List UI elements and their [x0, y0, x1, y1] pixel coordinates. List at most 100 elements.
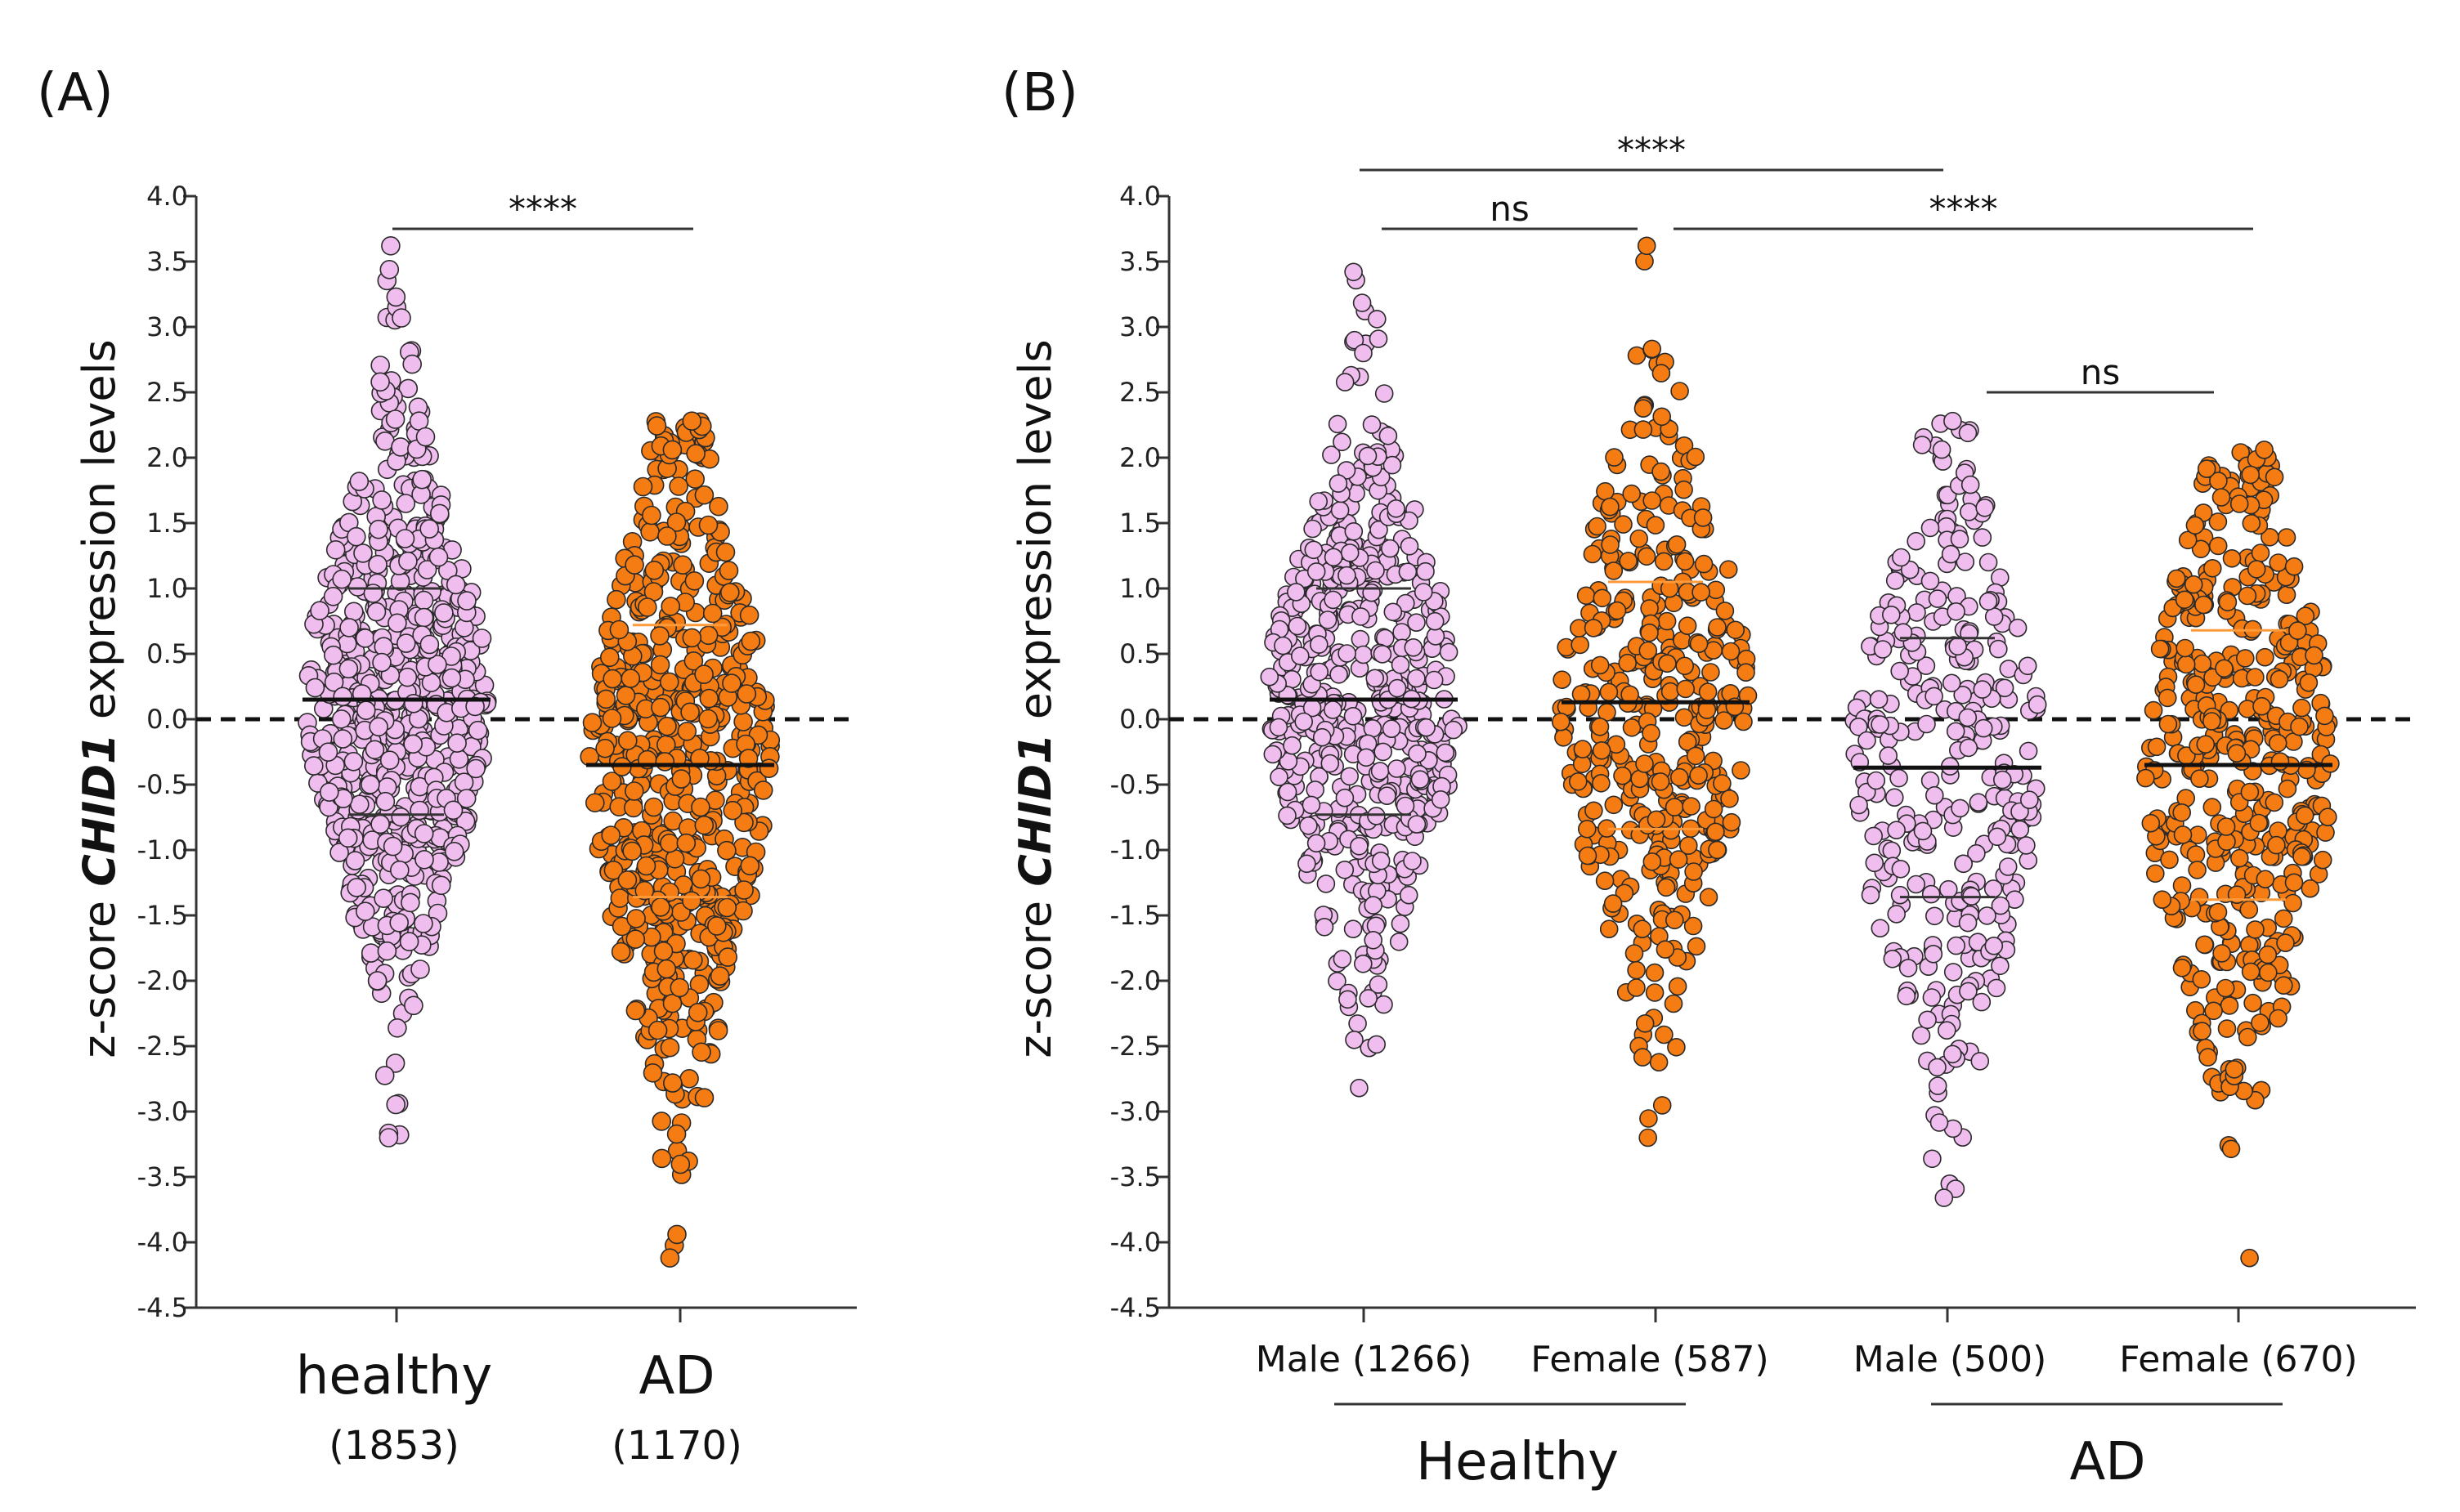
data-point — [652, 1112, 672, 1131]
data-point — [1436, 743, 1455, 763]
data-point — [1960, 475, 1980, 494]
data-point — [404, 995, 423, 1016]
data-point — [2276, 933, 2295, 952]
data-point — [1925, 906, 1944, 926]
data-point — [1882, 841, 1902, 861]
data-point — [2208, 902, 2228, 922]
data-point — [1694, 554, 1714, 574]
data-point — [1967, 843, 1986, 863]
series-1 — [580, 411, 781, 1268]
data-point — [659, 672, 679, 692]
data-point — [662, 440, 683, 460]
data-point — [694, 485, 715, 505]
y-tick-label: -1.0 — [137, 834, 188, 866]
data-point — [2220, 996, 2239, 1015]
data-point — [1879, 746, 1898, 765]
y-tick-label: -3.0 — [137, 1096, 188, 1127]
data-point — [1958, 423, 1978, 443]
data-point — [1987, 827, 2007, 847]
data-point — [366, 602, 387, 622]
data-point — [2136, 768, 2155, 788]
data-point — [1959, 738, 1978, 758]
data-point — [319, 782, 339, 803]
data-point — [1891, 860, 1911, 879]
data-point — [368, 554, 388, 575]
data-point — [1973, 680, 1992, 699]
data-point — [1622, 484, 1641, 503]
data-point — [329, 843, 349, 862]
x-tick-label-healthy-female: Female (587) — [1530, 1339, 1768, 1380]
data-point — [1679, 836, 1698, 855]
x-tick-label-ad: AD — [639, 1346, 715, 1407]
data-point — [1407, 669, 1426, 688]
data-point — [1921, 884, 1941, 904]
data-point — [1624, 944, 1644, 963]
data-point — [1306, 781, 1324, 799]
data-point — [2150, 639, 2170, 659]
data-point — [1943, 1045, 1962, 1064]
data-point — [1969, 793, 1988, 812]
data-point — [1883, 950, 1902, 968]
data-point — [331, 709, 352, 729]
data-point — [1670, 767, 1689, 787]
data-point — [717, 897, 737, 918]
data-point — [685, 469, 706, 490]
data-point — [1669, 850, 1688, 869]
data-point — [2186, 675, 2206, 695]
panel-a-y-axis: 4.0 3.5 3.0 2.5 2.0 1.5 1.0 0.5 0.0 -0.5 -1.0 -1.5 -… — [137, 181, 198, 1323]
data-point — [1885, 571, 1905, 590]
data-point — [2198, 1048, 2217, 1067]
data-point — [1912, 436, 1932, 454]
data-point — [660, 1037, 680, 1058]
data-point — [1655, 1025, 1674, 1045]
data-point — [2290, 717, 2309, 736]
data-point — [339, 618, 359, 637]
data-point — [1699, 888, 1718, 906]
data-point — [662, 993, 683, 1013]
data-point — [1664, 994, 1683, 1013]
data-point — [2172, 876, 2192, 895]
data-point — [1890, 885, 1910, 905]
data-point — [1682, 797, 1700, 816]
data-point — [1320, 754, 1340, 773]
significance-label: **** — [509, 189, 577, 229]
panel-a-summary-lines — [302, 587, 774, 899]
data-point — [1304, 540, 1324, 560]
data-point — [1713, 774, 1732, 793]
data-point — [2222, 548, 2242, 568]
data-point — [305, 678, 325, 698]
y-tick-label: -3.5 — [1110, 1161, 1161, 1192]
data-point — [683, 651, 704, 671]
data-point — [1633, 1048, 1652, 1067]
data-point — [1322, 445, 1341, 464]
data-point — [2216, 978, 2235, 998]
data-point — [661, 597, 681, 616]
data-point — [1328, 414, 1347, 434]
data-point — [617, 731, 638, 751]
data-point — [1592, 740, 1611, 760]
data-point — [1345, 1031, 1364, 1049]
data-point — [2197, 459, 2216, 478]
data-point — [1553, 670, 1571, 690]
data-point — [396, 494, 416, 513]
data-point — [733, 901, 753, 921]
data-point — [2241, 962, 2261, 982]
data-point — [1993, 770, 2012, 790]
data-point — [625, 555, 644, 575]
data-point — [2018, 656, 2037, 676]
data-point — [2268, 733, 2287, 753]
data-point — [1593, 588, 1612, 608]
data-point — [2252, 696, 2271, 716]
data-point — [2010, 820, 2030, 839]
data-point — [1599, 919, 1619, 938]
data-point — [2265, 467, 2284, 487]
group-label-ad: AD — [2069, 1432, 2145, 1492]
data-point — [414, 590, 434, 611]
data-point — [1571, 684, 1591, 704]
data-point — [1732, 761, 1750, 780]
data-point — [414, 914, 433, 933]
y-tick-label: -0.5 — [137, 769, 188, 800]
data-point — [1335, 788, 1355, 807]
data-point — [1356, 748, 1376, 767]
data-point — [1584, 619, 1603, 637]
